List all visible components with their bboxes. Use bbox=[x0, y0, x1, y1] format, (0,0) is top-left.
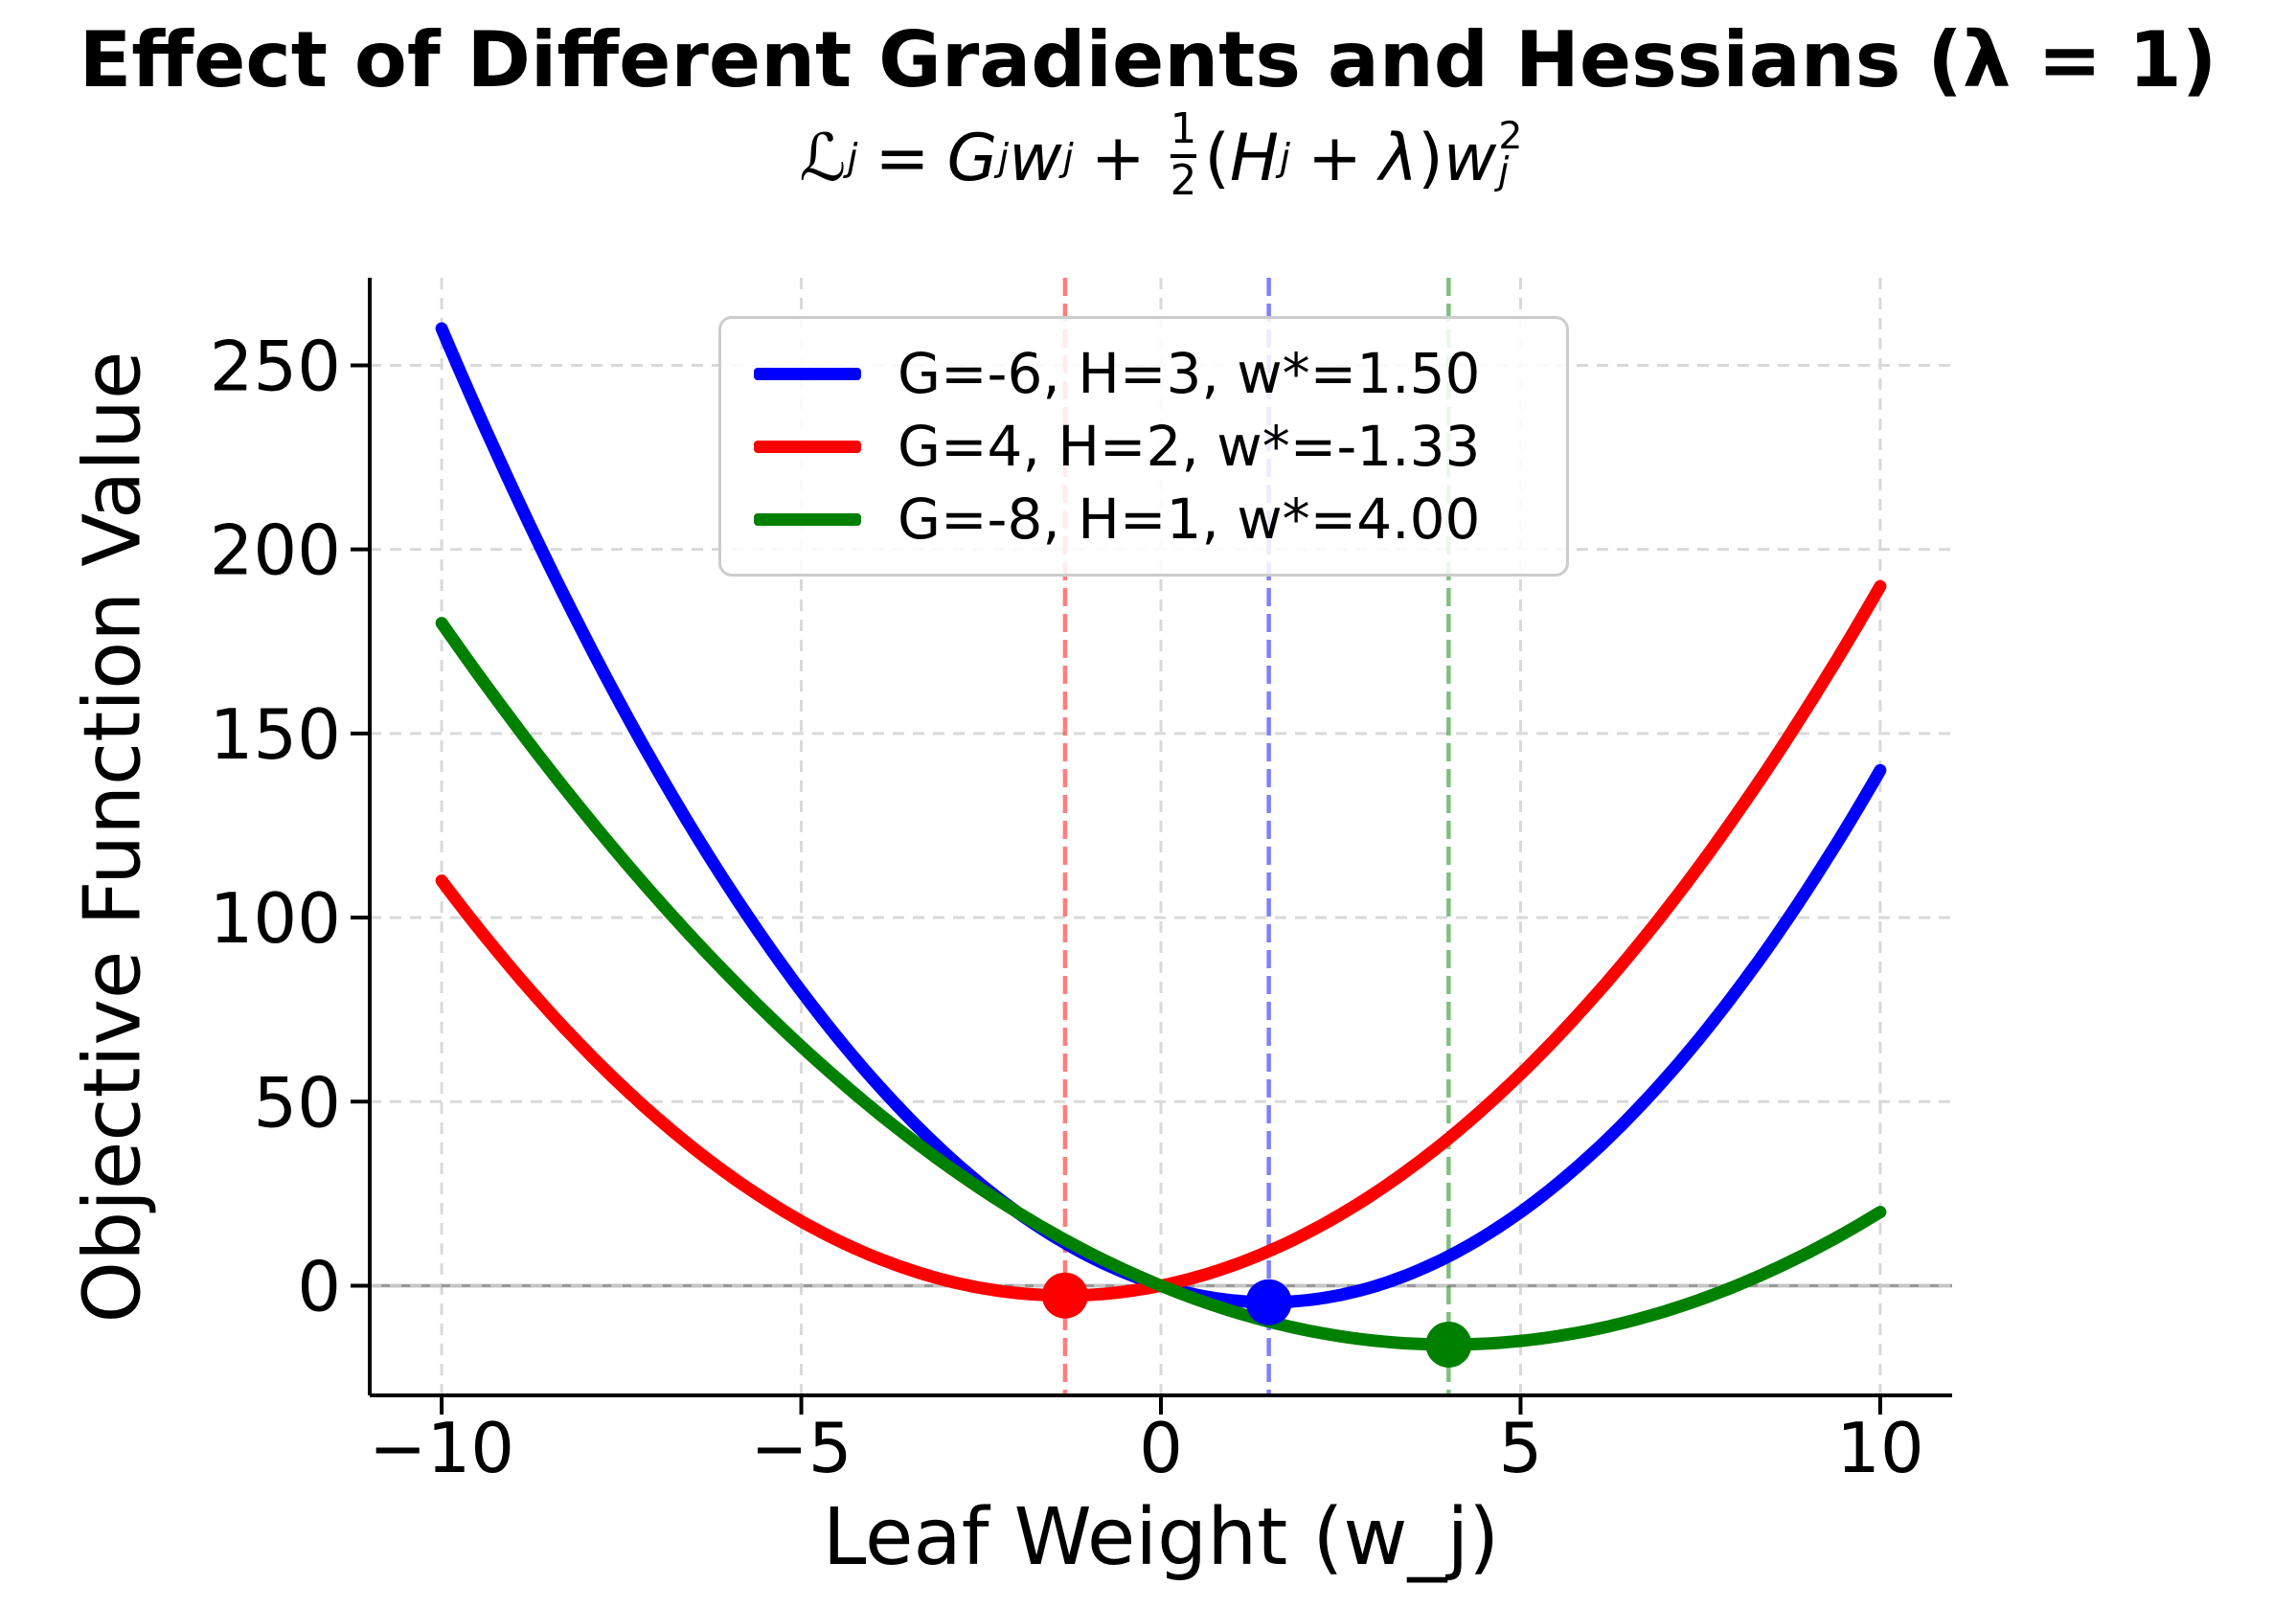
formula-term: H bbox=[1229, 120, 1280, 196]
fraction-denominator: 2 bbox=[1170, 157, 1197, 205]
formula-term: w bbox=[1443, 120, 1497, 196]
y-tick-label: 250 bbox=[210, 326, 341, 406]
formula-term: + bbox=[1307, 120, 1362, 196]
formula-term: G bbox=[946, 120, 998, 196]
formula-term: + bbox=[1090, 120, 1146, 196]
legend: G=-6, H=3, w*=1.50 G=4, H=2, w*=-1.33 G=-8… bbox=[718, 316, 1569, 577]
formula-term: λ bbox=[1378, 120, 1419, 196]
legend-line-swatch-2 bbox=[754, 512, 861, 526]
y-tick-label: 200 bbox=[210, 510, 341, 591]
legend-entry-1: G=4, H=2, w*=-1.33 bbox=[754, 413, 1534, 480]
x-tick-label: −5 bbox=[750, 1408, 852, 1488]
fraction-numerator: 1 bbox=[1170, 105, 1197, 154]
legend-line-swatch-1 bbox=[754, 440, 861, 453]
formula-term: ℒ bbox=[799, 120, 847, 196]
y-tick-label: 0 bbox=[297, 1246, 341, 1326]
y-tick-label: 150 bbox=[210, 694, 341, 775]
formula-subscript: j bbox=[1280, 136, 1290, 180]
formula-subscript: j bbox=[847, 136, 858, 180]
chart-title: Effect of Different Gradients and Hessia… bbox=[79, 15, 2217, 104]
formula-term: w bbox=[1009, 120, 1062, 196]
formula-superscript: 2 bbox=[1498, 113, 1523, 158]
x-tick-label: −10 bbox=[369, 1408, 514, 1488]
min-point-1 bbox=[1041, 1272, 1088, 1319]
legend-label-2: G=-8, H=1, w*=4.00 bbox=[898, 487, 1481, 552]
x-axis-label: Leaf Weight (w_j) bbox=[822, 1492, 1500, 1583]
fraction-bar bbox=[1170, 154, 1197, 158]
formula-term: = bbox=[875, 120, 930, 196]
min-point-0 bbox=[1245, 1279, 1292, 1325]
legend-label-1: G=4, H=2, w*=-1.33 bbox=[898, 414, 1481, 479]
curve-2 bbox=[435, 617, 1887, 1351]
formula-subscript: j bbox=[998, 136, 1010, 180]
y-tick-label: 50 bbox=[253, 1062, 341, 1143]
formula-subscript: j bbox=[1498, 149, 1510, 193]
legend-label-0: G=-6, H=3, w*=1.50 bbox=[898, 341, 1481, 406]
y-axis-label: Objective Function Value bbox=[67, 351, 159, 1324]
legend-entry-2: G=-8, H=1, w*=4.00 bbox=[754, 486, 1534, 553]
legend-entry-0: G=-6, H=3, w*=1.50 bbox=[754, 340, 1534, 407]
x-tick-label: 10 bbox=[1836, 1408, 1924, 1488]
legend-line-swatch-0 bbox=[754, 367, 861, 380]
x-tick-label: 5 bbox=[1499, 1408, 1543, 1488]
formula-subscript: j bbox=[1062, 136, 1074, 180]
min-point-2 bbox=[1425, 1321, 1472, 1368]
x-tick-label: 0 bbox=[1139, 1408, 1183, 1488]
y-tick-label: 100 bbox=[210, 878, 341, 959]
formula-term: ( bbox=[1204, 120, 1230, 196]
formula-term: ) bbox=[1418, 120, 1444, 196]
